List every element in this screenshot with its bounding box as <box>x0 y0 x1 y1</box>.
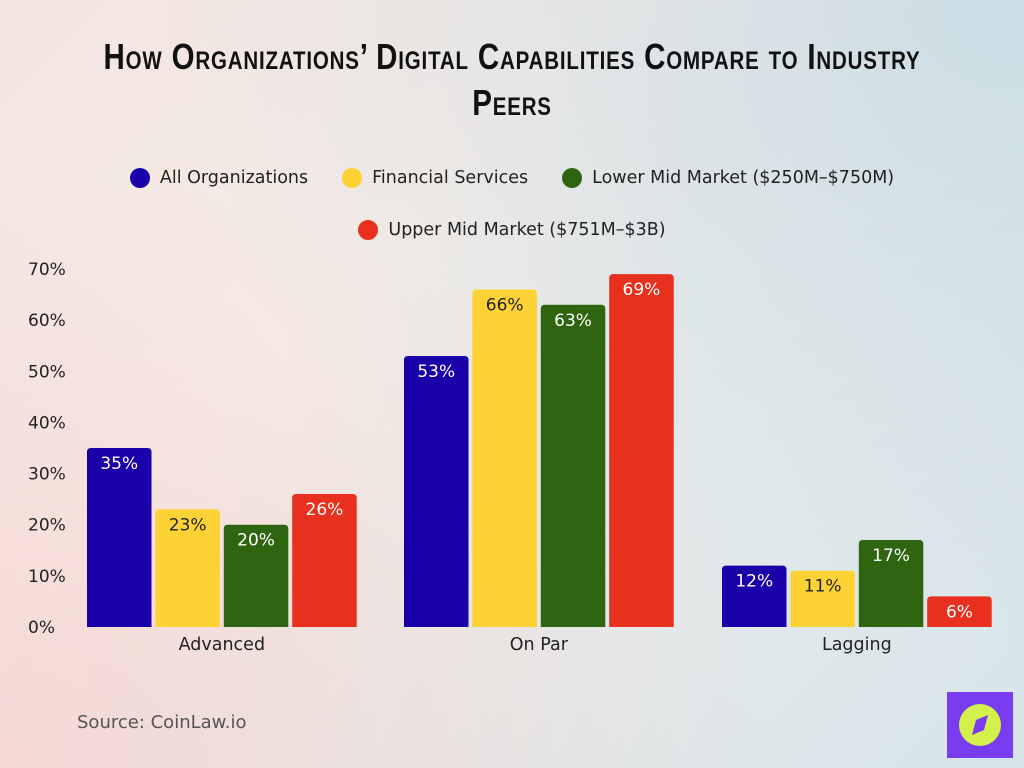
x-tick-label: Advanced <box>179 635 265 655</box>
bar <box>87 448 152 627</box>
data-label: 17% <box>872 546 910 566</box>
bar <box>223 524 289 627</box>
bar <box>858 540 924 627</box>
legend-label: Upper Mid Market ($751M–$3B) <box>388 220 666 240</box>
data-label: 69% <box>623 280 661 300</box>
bar <box>292 494 357 627</box>
legend-swatch <box>358 220 379 240</box>
compass-icon <box>959 704 1001 746</box>
data-label: 23% <box>169 515 207 535</box>
data-label: 53% <box>417 362 455 382</box>
legend-item: Financial Services <box>342 168 528 188</box>
x-tick-label: Lagging <box>822 635 892 655</box>
y-tick-label: 40% <box>28 413 66 433</box>
logo <box>947 692 1013 758</box>
legend-swatch <box>342 168 363 188</box>
data-label: 11% <box>804 577 842 597</box>
x-tick-label: On Par <box>510 635 569 655</box>
legend-swatch <box>562 168 583 188</box>
legend-label: Lower Mid Market ($250M–$750M) <box>592 168 895 188</box>
data-label: 12% <box>735 572 773 592</box>
bar <box>722 565 787 627</box>
source-text: Source: CoinLaw.io <box>77 712 247 733</box>
y-tick-label: 20% <box>28 516 66 536</box>
legend-row-1: All Organizations Financial Services Low… <box>0 168 1024 188</box>
y-tick-label: 50% <box>28 362 66 382</box>
bar <box>472 289 537 627</box>
y-tick-label: 60% <box>28 311 66 331</box>
data-label: 20% <box>237 531 275 551</box>
data-label: 26% <box>306 500 344 520</box>
legend-item: Upper Mid Market ($751M–$3B) <box>358 220 666 240</box>
data-label: 63% <box>554 311 592 331</box>
y-tick-label: 30% <box>28 465 66 485</box>
y-tick-label: 70% <box>28 260 66 280</box>
data-label: 66% <box>486 295 524 315</box>
legend-item: All Organizations <box>129 168 309 188</box>
chart-title: How Organizations’ Digital Capabilities … <box>103 36 921 123</box>
legend-label: All Organizations <box>159 168 309 188</box>
legend-label: Financial Services <box>372 168 529 188</box>
legend-row-2: Upper Mid Market ($751M–$3B) <box>0 220 1024 240</box>
bar <box>790 570 855 627</box>
bar <box>540 304 606 627</box>
bar <box>609 274 674 627</box>
bar <box>927 596 992 627</box>
legend-swatch <box>129 168 150 188</box>
data-label: 6% <box>946 602 973 622</box>
bar <box>404 355 469 627</box>
y-tick-label: 0% <box>28 618 55 638</box>
y-tick-label: 10% <box>28 567 66 587</box>
bar <box>155 509 220 627</box>
legend-item: Lower Mid Market ($250M–$750M) <box>562 168 894 188</box>
data-label: 35% <box>100 454 138 474</box>
